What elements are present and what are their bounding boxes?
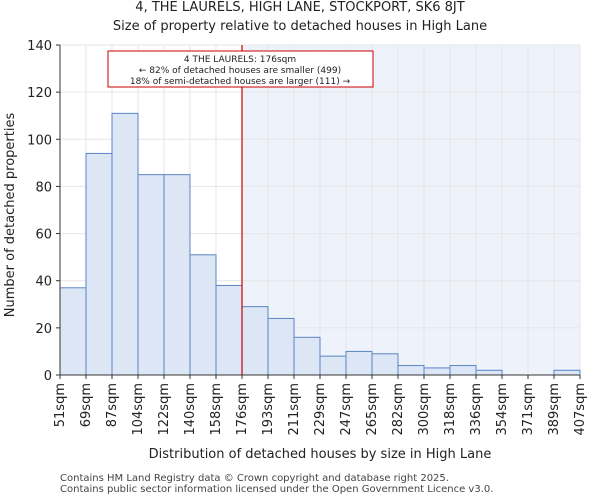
x-tick-label: 407sqm — [573, 383, 588, 436]
x-tick-label: 371sqm — [521, 383, 536, 436]
annotation-line-2: ← 82% of detached houses are smaller (49… — [139, 66, 341, 76]
bar-122sqm — [163, 174, 191, 376]
highlight-region — [242, 45, 580, 375]
footer-line-1: Contains HM Land Registry data © Crown c… — [60, 473, 449, 484]
bar-300sqm — [423, 367, 451, 376]
x-tick-label: 51sqm — [53, 383, 68, 427]
bar-282sqm — [397, 365, 425, 376]
annotation-line-3: 18% of semi-detached houses are larger (… — [130, 77, 351, 87]
x-tick-label: 389sqm — [547, 383, 562, 436]
chart-subtitle: Size of property relative to detached ho… — [112, 19, 488, 34]
bar-229sqm — [319, 355, 347, 376]
bar-140sqm — [189, 254, 217, 376]
bar-193sqm — [267, 317, 295, 376]
x-tick-label: 211sqm — [287, 383, 302, 436]
bar-51sqm — [59, 287, 87, 376]
x-tick-label: 140sqm — [183, 383, 198, 436]
bar-247sqm — [345, 350, 373, 376]
bar-336sqm — [475, 369, 503, 376]
x-tick-label: 69sqm — [79, 383, 94, 427]
y-tick-label: 40 — [35, 275, 52, 290]
bar-158sqm — [215, 284, 243, 376]
y-tick-label: 0 — [44, 369, 52, 384]
annotation-line-1: 4 THE LAURELS: 176sqm — [184, 55, 296, 65]
x-tick-label: 336sqm — [469, 383, 484, 436]
annotation-box — [107, 50, 374, 88]
x-axis-label: Distribution of detached houses by size … — [149, 447, 492, 462]
x-tick-label: 158sqm — [209, 383, 224, 436]
bar-265sqm — [371, 353, 399, 376]
bar-176sqm — [241, 306, 269, 376]
x-tick-label: 247sqm — [339, 383, 354, 436]
y-axis-label: Number of detached properties — [3, 113, 18, 318]
y-tick-label: 80 — [35, 180, 52, 195]
bar-318sqm — [449, 365, 477, 376]
x-tick-label: 265sqm — [365, 383, 380, 436]
x-tick-label: 176sqm — [235, 383, 250, 436]
x-tick-label: 104sqm — [131, 383, 146, 436]
bar-87sqm — [111, 112, 139, 376]
y-tick-label: 140 — [27, 39, 52, 54]
y-tick-label: 60 — [35, 228, 52, 243]
x-tick-label: 87sqm — [105, 383, 120, 427]
x-tick-label: 300sqm — [417, 383, 432, 436]
footer-line-2: Contains public sector information licen… — [60, 484, 494, 495]
bar-69sqm — [85, 152, 113, 376]
bar-211sqm — [293, 336, 321, 376]
bar-104sqm — [137, 174, 165, 376]
chart-title: 4, THE LAURELS, HIGH LANE, STOCKPORT, SK… — [135, 0, 465, 15]
x-tick-label: 122sqm — [157, 383, 172, 436]
y-tick-label: 20 — [35, 322, 52, 337]
x-tick-label: 318sqm — [443, 383, 458, 436]
bar-chart: 0 20 40 60 80 100 120 140 51sqm 69sqm 87sqm 104sqm 1… — [3, 39, 588, 462]
x-tick-label: 282sqm — [391, 383, 406, 436]
y-tick-label: 120 — [27, 86, 52, 101]
x-tick-label: 229sqm — [313, 383, 328, 436]
x-tick-label: 354sqm — [495, 383, 510, 436]
bar-389sqm — [553, 369, 581, 376]
x-tick-label: 193sqm — [261, 383, 276, 436]
y-tick-label: 100 — [27, 133, 52, 148]
